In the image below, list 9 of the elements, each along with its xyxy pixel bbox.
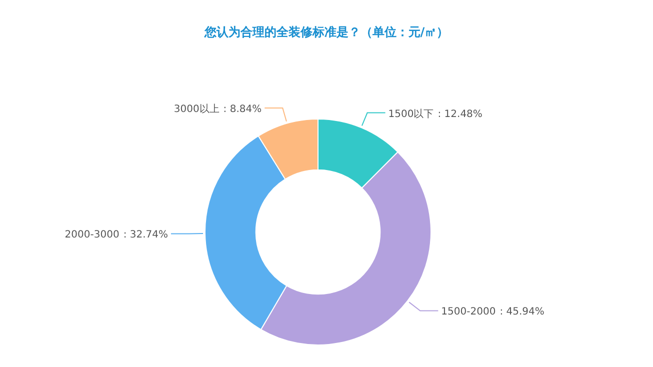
data-label: : 8.84% (223, 104, 262, 115)
slice-label: 1500以下 (388, 108, 434, 120)
data-label: : 12.48% (438, 108, 482, 120)
data-label: : 45.94% (500, 306, 544, 318)
slice-label: 2000-3000 (64, 230, 120, 241)
chart-title: 您认为合理的全装修标准是？（单位：元/㎡） (203, 25, 449, 39)
data-label: : 32.74% (123, 230, 168, 241)
slice-label: 3000以上 (174, 102, 220, 115)
slice-label: 1500-2000 (441, 306, 496, 318)
